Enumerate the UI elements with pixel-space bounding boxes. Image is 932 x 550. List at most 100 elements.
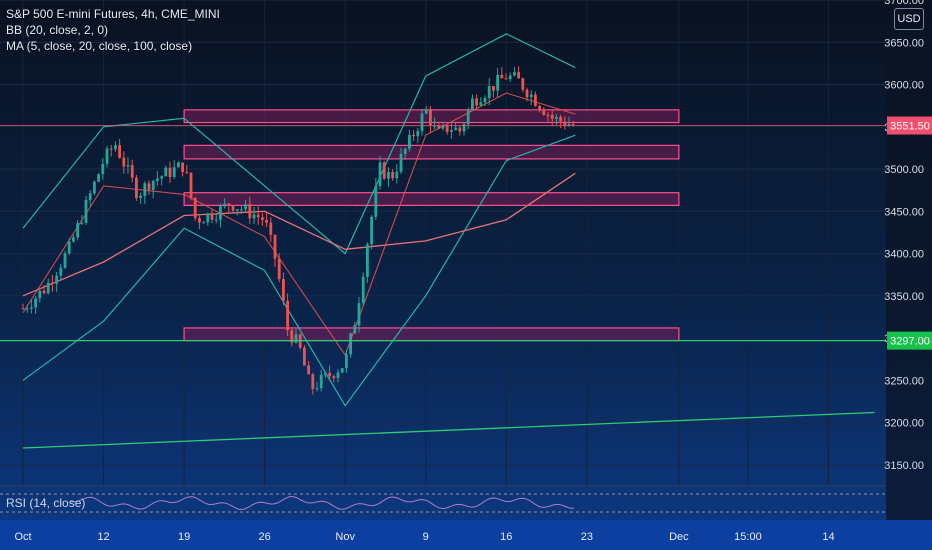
candle-body <box>340 368 344 373</box>
candle-body <box>80 222 84 224</box>
candle-body <box>525 89 529 98</box>
candles <box>21 66 575 395</box>
candle-body <box>332 376 336 379</box>
current-price-label: 3551.50 <box>890 121 930 133</box>
candle-body <box>357 303 361 326</box>
candle-body <box>450 130 453 132</box>
candle-body <box>160 176 164 179</box>
candle-body <box>97 174 101 182</box>
candle-body <box>412 134 416 137</box>
candle-body <box>109 148 113 150</box>
candle-body <box>403 148 407 154</box>
time-axis <box>0 520 932 550</box>
y-tick-label: 3500.00 <box>884 164 924 176</box>
candle-body <box>420 113 424 132</box>
candle-body <box>563 121 567 126</box>
candle-body <box>370 216 374 245</box>
ma-indicator-label[interactable]: MA (5, close, 20, close, 100, close) <box>6 39 193 53</box>
candle-body <box>51 282 54 284</box>
price-labels: 3551.50 3297.00 <box>887 116 932 350</box>
candle-body <box>130 165 134 178</box>
candle-body <box>214 219 218 221</box>
candle-body <box>244 204 248 210</box>
current-price-badge <box>887 116 932 135</box>
candle-body <box>122 157 126 167</box>
candle-body <box>151 180 155 190</box>
trendline-line[interactable] <box>22 411 875 449</box>
candle-body <box>202 222 206 224</box>
rsi-indicator-label[interactable]: RSI (14, close) <box>6 496 86 510</box>
candle-body <box>147 183 151 190</box>
candle-body <box>252 214 256 219</box>
candle-body <box>269 222 273 235</box>
trendline <box>22 411 875 449</box>
candle-body <box>76 223 80 238</box>
y-tick-label: 3400.00 <box>884 249 924 261</box>
candle-body <box>235 209 239 211</box>
candle-body <box>466 109 470 125</box>
candle-body <box>290 330 294 343</box>
candle-body <box>391 172 395 179</box>
x-tick-label: 9 <box>423 531 429 543</box>
candle-body <box>256 214 260 218</box>
bb-indicator-label[interactable]: BB (20, close, 2, 0) <box>6 23 109 37</box>
candle-body <box>416 131 420 137</box>
x-tick-label: Dec <box>669 531 689 543</box>
candle-body <box>59 267 63 276</box>
candle-body <box>345 354 348 369</box>
candle-body <box>126 165 130 167</box>
candle-body <box>429 109 432 126</box>
resistance-zone[interactable] <box>183 192 680 206</box>
candle-body <box>198 218 201 223</box>
candle-body <box>307 365 311 375</box>
x-tick-label: 19 <box>178 531 190 543</box>
candle-body <box>177 162 180 168</box>
candle-body <box>189 172 193 198</box>
candle-body <box>559 116 563 122</box>
candle-body <box>223 203 227 207</box>
symbol-title[interactable]: S&P 500 E-mini Futures, 4h, CME_MINI <box>6 7 220 21</box>
candle-body <box>529 94 533 98</box>
candle-body <box>227 203 231 206</box>
x-tick-label: 14 <box>822 531 834 543</box>
candle-body <box>67 241 71 254</box>
candle-body <box>378 162 382 187</box>
candle-body <box>471 98 474 110</box>
x-tick-label: 15:00 <box>734 531 762 543</box>
candle-body <box>135 177 138 198</box>
candle-body <box>42 290 46 294</box>
candle-body <box>492 86 495 91</box>
candle-body <box>408 134 411 149</box>
candle-body <box>315 388 319 390</box>
candle-body <box>458 127 462 132</box>
price-axis <box>886 0 932 520</box>
candle-body <box>445 125 449 132</box>
bb-lower-line <box>22 134 576 407</box>
candle-body <box>437 125 441 129</box>
candle-body <box>521 78 525 90</box>
candle-body <box>319 374 323 389</box>
candle-body <box>168 167 172 177</box>
candle-body <box>181 162 185 172</box>
candle-body <box>571 124 575 126</box>
rsi-pane <box>0 493 886 513</box>
candle-body <box>475 98 479 106</box>
candle-body <box>93 181 96 194</box>
y-tick-label: 3650.00 <box>884 37 924 49</box>
candle-body <box>508 75 512 80</box>
resistance-zone[interactable] <box>183 144 680 160</box>
candle-body <box>555 116 558 119</box>
candle-body <box>550 114 554 119</box>
candle-body <box>282 279 285 301</box>
resistance-zone[interactable] <box>183 327 680 342</box>
ma-fast-line <box>22 92 576 357</box>
candle-body <box>479 102 483 106</box>
currency-badge[interactable]: USD <box>894 8 924 30</box>
candle-body <box>248 204 252 219</box>
x-tick-label: 26 <box>259 531 271 543</box>
candle-body <box>517 72 521 79</box>
rsi-line <box>69 495 574 511</box>
y-tick-label: 3250.00 <box>884 375 924 387</box>
candle-body <box>311 374 315 389</box>
